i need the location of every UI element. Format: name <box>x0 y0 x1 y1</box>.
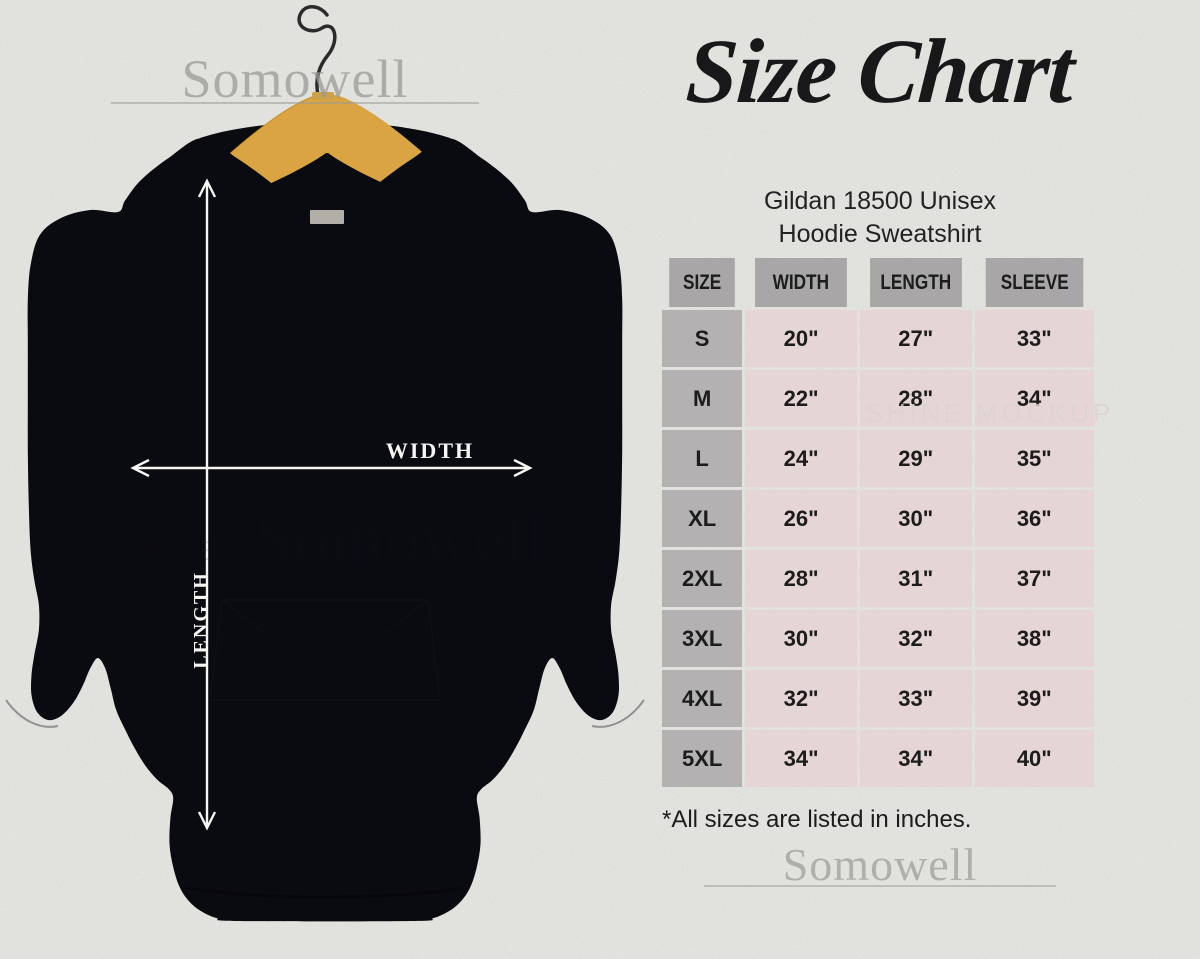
svg-text:WIDTH: WIDTH <box>386 438 474 463</box>
svg-text:LENGTH: LENGTH <box>190 571 212 669</box>
